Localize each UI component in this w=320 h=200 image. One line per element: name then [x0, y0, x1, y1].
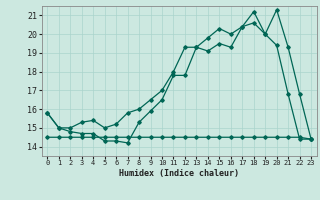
X-axis label: Humidex (Indice chaleur): Humidex (Indice chaleur): [119, 169, 239, 178]
